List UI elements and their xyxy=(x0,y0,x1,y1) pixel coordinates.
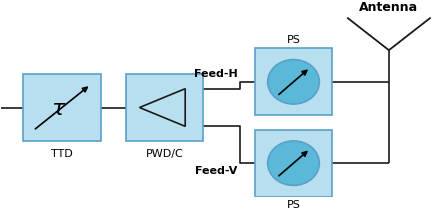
Bar xyxy=(125,74,203,141)
Bar xyxy=(23,74,101,141)
Text: PS: PS xyxy=(286,200,300,210)
Bar xyxy=(254,130,332,196)
Text: Feed-H: Feed-H xyxy=(194,69,237,79)
Text: Feed-V: Feed-V xyxy=(195,166,237,176)
Polygon shape xyxy=(139,89,185,126)
Circle shape xyxy=(267,141,319,185)
Text: Antenna: Antenna xyxy=(358,1,418,14)
Text: PWD/C: PWD/C xyxy=(145,149,183,160)
Text: PS: PS xyxy=(286,35,300,45)
Text: τ: τ xyxy=(51,99,65,119)
Bar xyxy=(254,49,332,115)
Text: TTD: TTD xyxy=(51,149,73,160)
Circle shape xyxy=(267,60,319,104)
